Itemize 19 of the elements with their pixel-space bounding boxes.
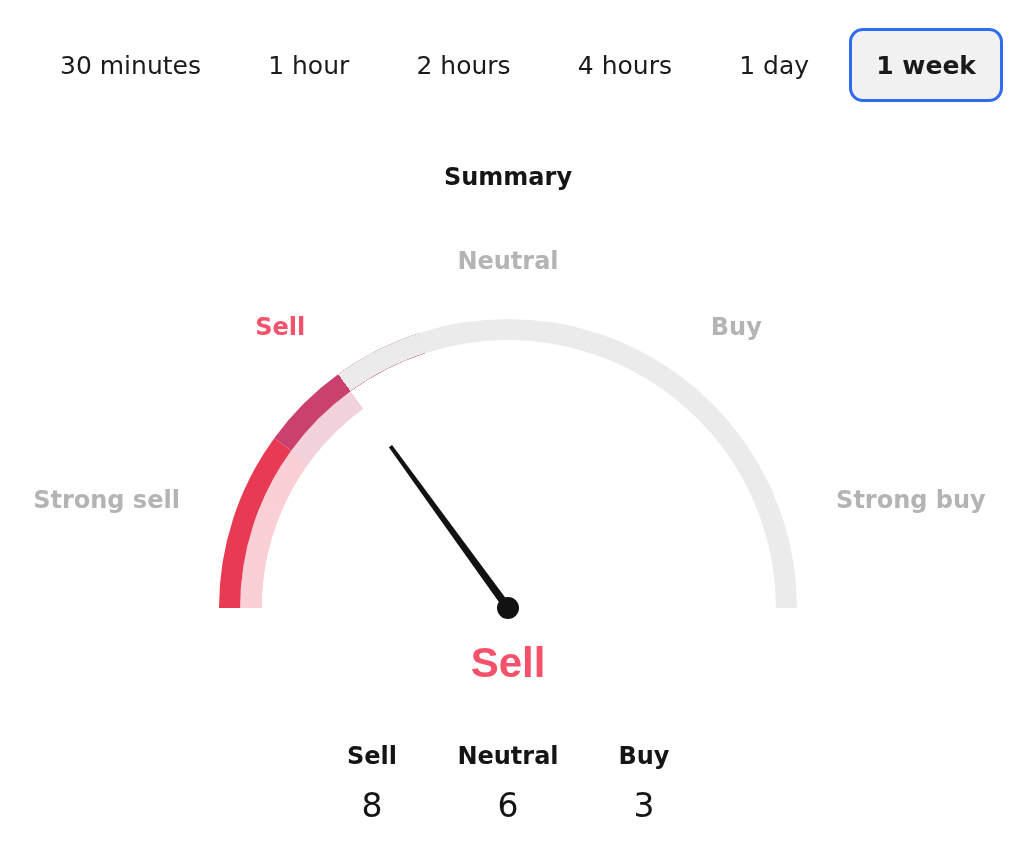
- category-label: Sell: [346, 742, 398, 770]
- category-label: Buy: [617, 742, 671, 770]
- data-label: 6: [496, 786, 520, 826]
- tab[interactable]: 1 day: [712, 28, 837, 102]
- text: Sell: [470, 638, 546, 686]
- slice-label: Buy: [710, 313, 763, 342]
- data-label: 8: [360, 786, 384, 826]
- data-label: 3: [632, 786, 656, 826]
- slice-label: Sell: [255, 313, 306, 342]
- tab[interactable]: 2 hours: [389, 28, 538, 102]
- slice-label: Strong buy: [836, 485, 987, 514]
- slice-label: Strong sell: [33, 485, 180, 514]
- category-label: Neutral: [456, 742, 560, 770]
- tab[interactable]: 4 hours: [550, 28, 699, 102]
- slice-label: Neutral: [457, 247, 559, 276]
- chart-title: Summary: [443, 163, 573, 192]
- tab[interactable]: 1 hour: [241, 28, 377, 102]
- tab[interactable]: 1 week: [849, 28, 1003, 102]
- tab[interactable]: 30 minutes: [33, 28, 228, 102]
